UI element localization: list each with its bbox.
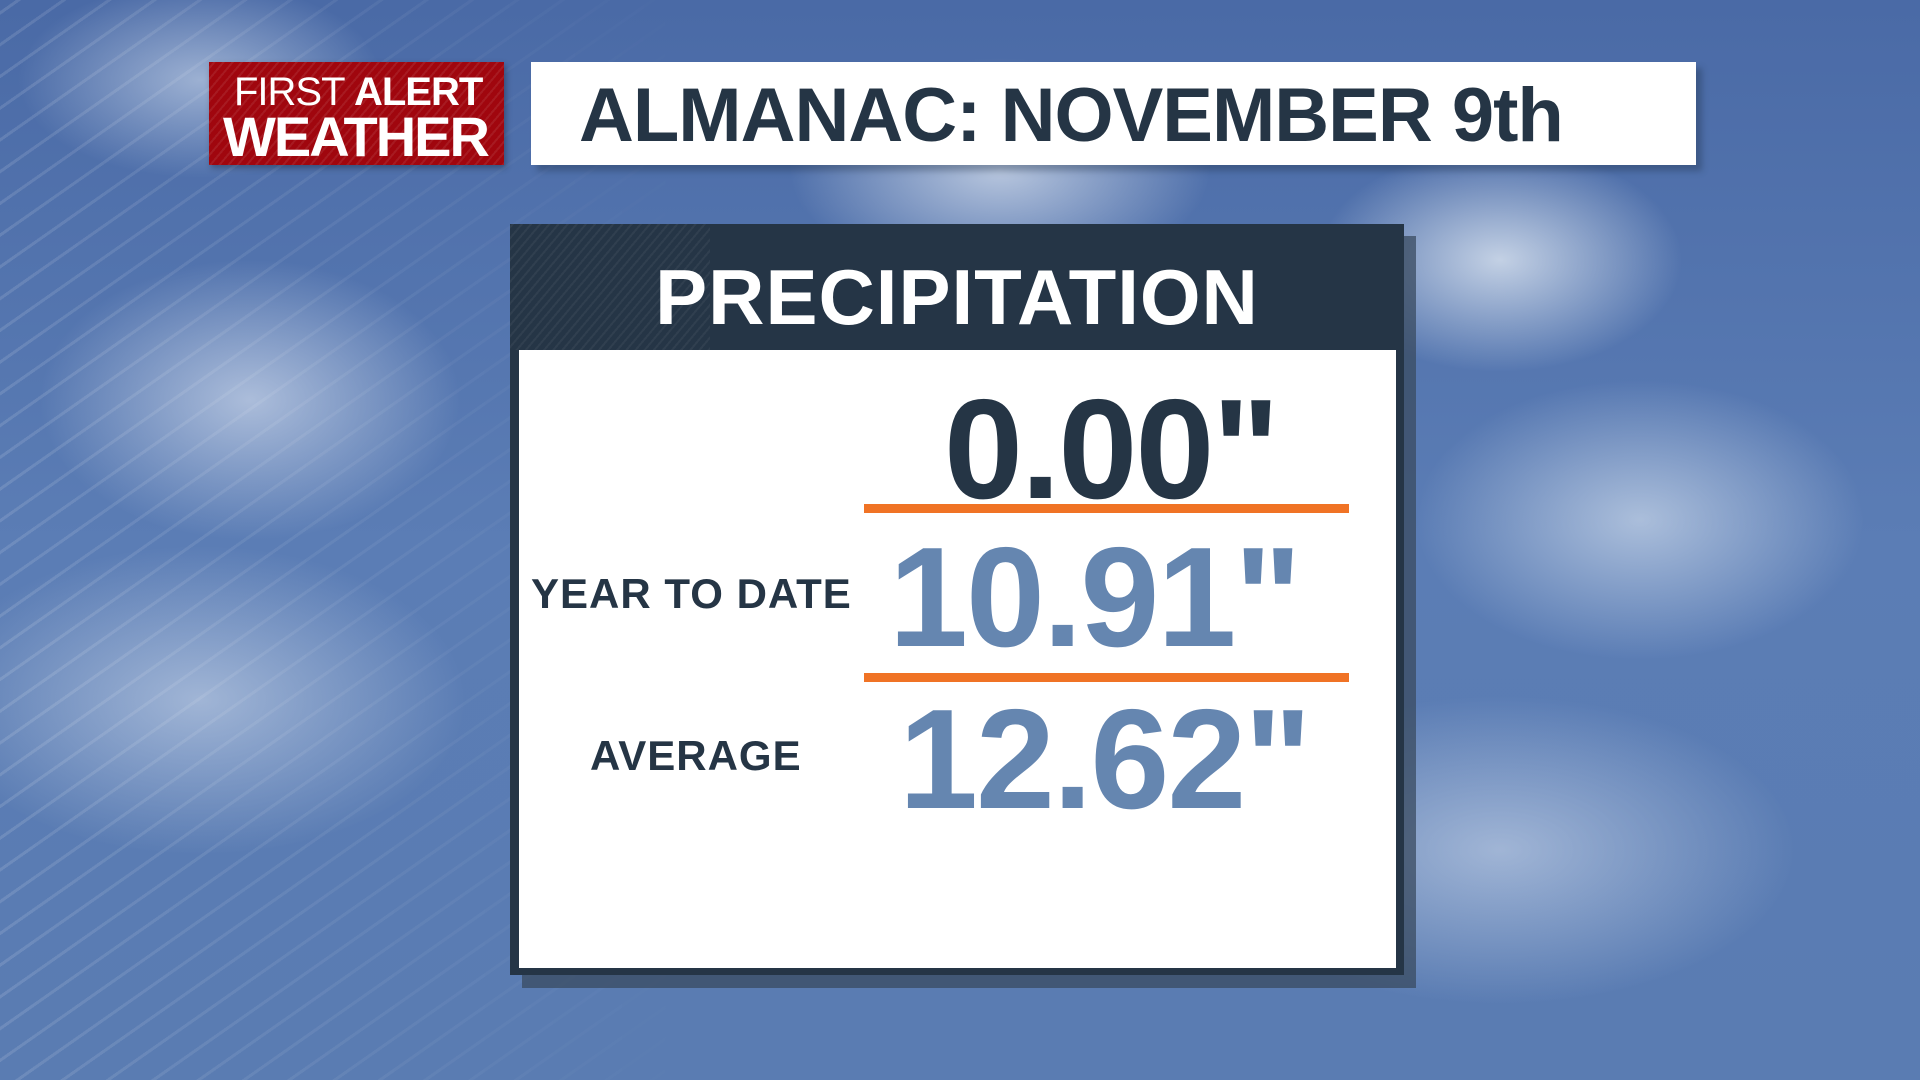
panel-header: PRECIPITATION [510,224,1404,350]
logo-alert: ALERT [353,70,483,114]
panel-title: PRECIPITATION [655,253,1259,341]
title-banner: ALMANAC: NOVEMBER 9th [531,62,1696,165]
first-alert-weather-logo: FIRST ALERT WEATHER [209,62,504,168]
logo-line2: WEATHER [223,105,490,168]
logo-line1: FIRST ALERT [234,70,483,115]
year-to-date-label: YEAR TO DATE [531,570,852,617]
today-precipitation-value: 0.00" [944,370,1280,529]
precipitation-panel: PRECIPITATION 0.00" YEAR TO DATE 10.91" … [510,224,1404,975]
divider-orange [864,504,1349,513]
logo-first: FIRST [234,70,345,114]
year-to-date-value: 10.91" [889,518,1302,677]
divider-orange [864,673,1349,682]
average-value: 12.62" [899,680,1312,839]
panel-body: 0.00" YEAR TO DATE 10.91" AVERAGE 12.62" [519,350,1396,968]
average-label: AVERAGE [590,732,802,779]
page-title: ALMANAC: NOVEMBER 9th [579,73,1564,158]
